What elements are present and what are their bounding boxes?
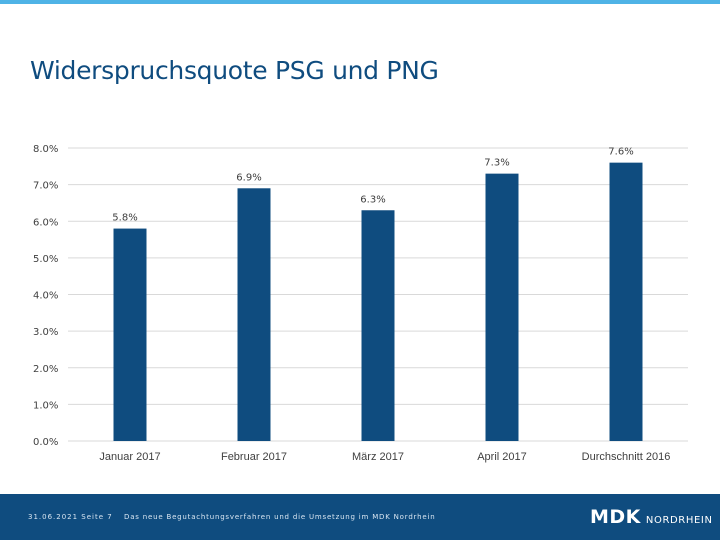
bar-chart: 0.0% 1.0% 2.0% 3.0% 4.0% 5.0% 6.0% 7.0% 8.0% Janu…: [33, 144, 688, 463]
y-tick-label: 7.0%: [33, 181, 58, 192]
footer-bar: 31.06.2021 Seite 7 Das neue Begutachtung…: [0, 494, 720, 540]
x-tick-label: April 2017: [477, 451, 527, 463]
y-tick-label: 1.0%: [33, 400, 58, 411]
data-label: 6.9%: [236, 172, 261, 183]
y-tick-label: 5.0%: [33, 254, 58, 265]
x-tick-label: März 2017: [352, 451, 404, 463]
x-tick-label: Februar 2017: [221, 451, 287, 463]
footer-date-page: 31.06.2021 Seite 7: [28, 513, 113, 521]
data-label: 7.6%: [608, 147, 633, 158]
page-title: Widerspruchsquote PSG und PNG: [30, 56, 439, 85]
logo-sub-text: NORDRHEIN: [645, 515, 713, 526]
top-accent-bar: [0, 0, 720, 4]
bar: [485, 173, 519, 441]
y-tick-label: 0.0%: [33, 437, 58, 448]
data-label: 7.3%: [484, 158, 509, 169]
y-tick-label: 2.0%: [33, 364, 58, 375]
footer-presentation-title: Das neue Begutachtungsverfahren und die …: [124, 513, 436, 521]
bar: [237, 188, 271, 441]
y-tick-label: 4.0%: [33, 291, 58, 302]
bar: [113, 228, 147, 441]
logo-main-text: MDK: [590, 506, 641, 528]
y-tick-label: 8.0%: [33, 144, 58, 155]
data-label: 5.8%: [112, 213, 137, 224]
data-label: 6.3%: [360, 194, 385, 205]
mdk-logo: MDK NORDRHEIN: [590, 506, 713, 528]
x-tick-label: Durchschnitt 2016: [582, 451, 671, 463]
x-tick-label: Januar 2017: [99, 451, 160, 463]
y-tick-label: 3.0%: [33, 327, 58, 338]
y-tick-label: 6.0%: [33, 217, 58, 228]
bar: [361, 210, 395, 441]
bar: [609, 162, 643, 441]
